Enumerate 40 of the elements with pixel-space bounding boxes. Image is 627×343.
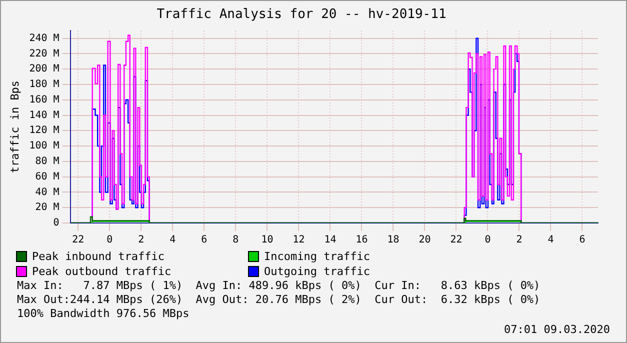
y-tick-label: 60 M [35,171,60,182]
y-tick-label: 40 M [35,186,60,198]
legend-label: Peak outbound traffic [32,264,172,278]
y-tick-label: 140 M [29,110,60,121]
y-tick-label: 160 M [29,94,60,106]
x-tick-label: 8 [232,234,239,246]
x-tick-label: 12 [292,234,305,246]
y-tick-label: 120 M [29,125,60,136]
y-tick-label: 240 M [29,32,60,44]
text: 100% Bandwidth 976.56 MBps [17,307,190,321]
x-tick-label: 6 [579,234,586,246]
x-tick-label: 2 [516,234,522,246]
legend-label: Outgoing traffic [264,264,370,278]
x-tick-label: 22 [72,234,84,246]
x-tick-label: 0 [484,234,491,246]
x-tick-label: 16 [356,234,368,246]
y-tick-label: 200 M [29,64,60,75]
text: 07:01 09.03.2020 [504,323,610,336]
chart-title: Traffic Analysis for 20 -- hv-2019-11 [156,7,446,22]
x-tick-label: 4 [548,234,554,246]
x-tick-label: 14 [324,234,336,246]
y-axis-title: traffic in Bps [8,80,22,174]
legend-label: Incoming traffic [264,250,370,262]
legend-label: Peak inbound traffic [32,250,164,262]
x-tick-label: 4 [170,234,176,246]
y-tick-label: 20 M [35,202,60,214]
x-tick-label: 0 [106,234,113,246]
y-tick-label: 100 M [29,140,60,152]
text: Max Out:244.14 MBps (26%) Avg Out: 20.76 MBps ( 2%) Cur Out: 6.32 kBps ( 0%) [17,293,542,307]
x-tick-label: 2 [138,234,144,246]
x-tick-label: 20 [418,234,431,246]
y-tick-label: 180 M [29,79,60,90]
y-tick-label: 220 M [29,48,60,60]
x-tick-label: 18 [387,234,400,246]
x-tick-label: 22 [450,234,462,246]
x-tick-label: 10 [261,234,274,246]
y-tick-label: 0 [53,218,60,229]
text: Max In: 7.87 MBps ( 1%) Avg In: 489.96 kBps ( 0%) Cur In: 8.63 kBps ( 0%) [17,279,542,293]
x-tick-label: 6 [201,234,208,246]
y-tick-label: 80 M [35,156,60,168]
